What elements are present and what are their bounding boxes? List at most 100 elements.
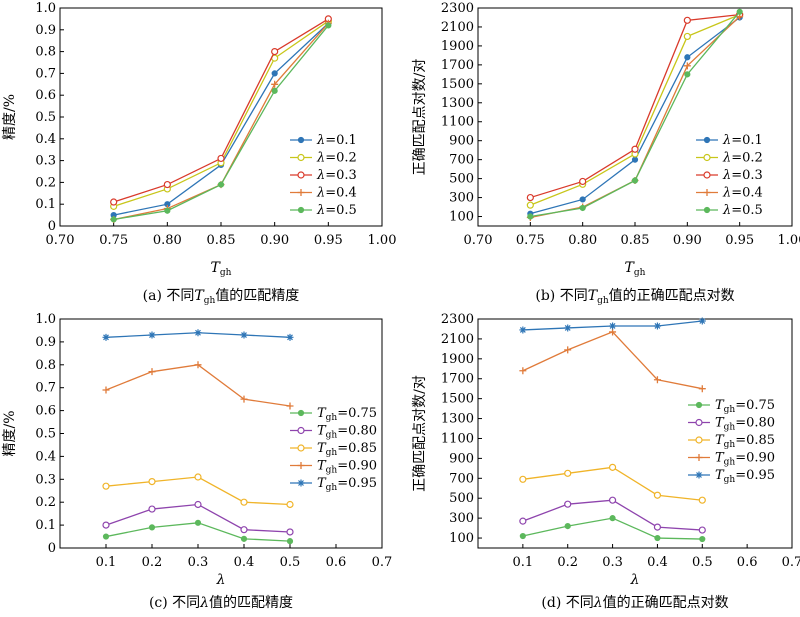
data-point bbox=[325, 22, 332, 29]
data-point bbox=[736, 8, 743, 15]
y-tick-label: 0.3 bbox=[35, 154, 56, 169]
legend-entry: Tgh=0.75 bbox=[715, 398, 775, 415]
y-tick-label: 0.8 bbox=[35, 358, 56, 373]
y-tick-label: 2300 bbox=[441, 1, 474, 16]
y-tick-label: 0.6 bbox=[35, 88, 56, 103]
y-tick-label: 700 bbox=[449, 471, 474, 486]
legend-marker bbox=[703, 206, 711, 214]
legend-entry: λ=0.5 bbox=[316, 203, 357, 218]
legend-entry: Tgh=0.90 bbox=[715, 451, 775, 468]
data-point bbox=[519, 532, 526, 540]
legend-marker bbox=[703, 171, 711, 179]
x-tick-label: 0.90 bbox=[673, 233, 702, 248]
y-axis-label: 正确匹配点对数/对 bbox=[412, 59, 428, 176]
data-point bbox=[164, 207, 171, 214]
data-point bbox=[698, 317, 706, 325]
data-point bbox=[608, 496, 617, 504]
legend-marker bbox=[297, 153, 305, 162]
legend-marker bbox=[297, 171, 305, 179]
legend-marker bbox=[703, 153, 711, 162]
data-point bbox=[148, 331, 156, 339]
y-tick-label: 1900 bbox=[441, 352, 474, 367]
x-tick-label: 0.4 bbox=[647, 555, 668, 570]
x-tick-label: 0.6 bbox=[737, 555, 758, 570]
legend-entry: Tgh=0.85 bbox=[715, 433, 775, 450]
y-tick-label: 2100 bbox=[441, 20, 474, 35]
legend-entry: Tgh=0.80 bbox=[317, 424, 377, 441]
y-tick-label: 1100 bbox=[441, 431, 474, 446]
data-point bbox=[102, 521, 110, 529]
data-point bbox=[579, 177, 587, 186]
y-tick-label: 300 bbox=[449, 511, 474, 526]
legend-marker bbox=[695, 436, 703, 444]
data-point bbox=[564, 324, 572, 332]
series-1 bbox=[102, 519, 294, 545]
y-tick-label: 1300 bbox=[441, 96, 474, 111]
y-tick-label: 0.7 bbox=[35, 66, 56, 81]
y-tick-label: 100 bbox=[449, 210, 474, 225]
data-point bbox=[194, 519, 202, 526]
x-tick-label: 0.75 bbox=[99, 233, 128, 248]
y-tick-label: 0.5 bbox=[35, 427, 56, 442]
data-point bbox=[527, 213, 534, 220]
series-line bbox=[105, 364, 291, 407]
data-point bbox=[110, 198, 118, 206]
data-point bbox=[526, 193, 534, 202]
y-tick-label: 1300 bbox=[441, 412, 474, 427]
data-point bbox=[631, 177, 639, 184]
data-point bbox=[519, 517, 527, 525]
data-point bbox=[286, 402, 294, 410]
legend-entry: Tgh=0.95 bbox=[317, 476, 377, 493]
x-axis-label: Tgh bbox=[211, 260, 232, 278]
data-point bbox=[631, 156, 639, 163]
series-line bbox=[113, 25, 329, 221]
data-point bbox=[684, 54, 691, 61]
data-point bbox=[683, 32, 691, 41]
x-tick-label: 0.5 bbox=[692, 555, 713, 570]
series-3 bbox=[102, 473, 294, 509]
legend-marker bbox=[703, 189, 711, 196]
y-tick-label: 1700 bbox=[441, 372, 474, 387]
y-tick-label: 0.1 bbox=[35, 518, 56, 533]
data-point bbox=[683, 16, 691, 24]
data-point bbox=[194, 329, 202, 337]
data-point bbox=[519, 367, 527, 375]
series-5 bbox=[519, 317, 706, 334]
legend-entry: Tgh=0.75 bbox=[317, 406, 377, 423]
y-tick-label: 700 bbox=[449, 153, 474, 168]
legend-entry: λ=0.2 bbox=[316, 151, 357, 166]
data-point bbox=[148, 477, 156, 486]
data-point bbox=[526, 201, 534, 209]
series-1 bbox=[110, 20, 332, 219]
x-tick-label: 0.70 bbox=[464, 233, 493, 248]
legend-entry: Tgh=0.85 bbox=[317, 441, 377, 458]
legend-entry: λ=0.1 bbox=[722, 133, 763, 148]
data-point bbox=[654, 534, 661, 542]
panel-caption: (d) 不同λ值的正确匹配点对数 bbox=[541, 595, 728, 611]
legend-marker bbox=[695, 418, 703, 427]
series-line bbox=[105, 476, 291, 506]
data-point bbox=[110, 216, 117, 223]
series-line bbox=[530, 11, 741, 218]
y-tick-label: 0.2 bbox=[35, 495, 56, 510]
data-point bbox=[609, 322, 617, 330]
data-point bbox=[286, 500, 294, 509]
y-tick-label: 0.3 bbox=[35, 472, 56, 487]
plot-frame bbox=[477, 318, 793, 549]
x-tick-label: 0.90 bbox=[260, 233, 289, 248]
legend-marker bbox=[297, 189, 305, 196]
x-tick-label: 0.70 bbox=[46, 233, 75, 248]
legend-entry: Tgh=0.80 bbox=[715, 416, 775, 433]
data-point bbox=[609, 515, 616, 522]
y-tick-label: 0.4 bbox=[35, 132, 56, 147]
chart-panel-a: 0 0.1 0.2 0.3 0.4 0.5 0.6 0.7 0.8 0.9 1.0 0.70 0.75 0… bbox=[2, 1, 396, 306]
y-tick-label: 500 bbox=[449, 491, 474, 506]
data-point bbox=[519, 475, 527, 483]
legend-marker bbox=[695, 454, 703, 461]
legend-entry: Tgh=0.90 bbox=[317, 459, 377, 476]
data-point bbox=[217, 154, 225, 163]
y-tick-label: 1900 bbox=[441, 39, 474, 54]
series-line bbox=[522, 466, 703, 501]
data-point bbox=[102, 533, 110, 540]
